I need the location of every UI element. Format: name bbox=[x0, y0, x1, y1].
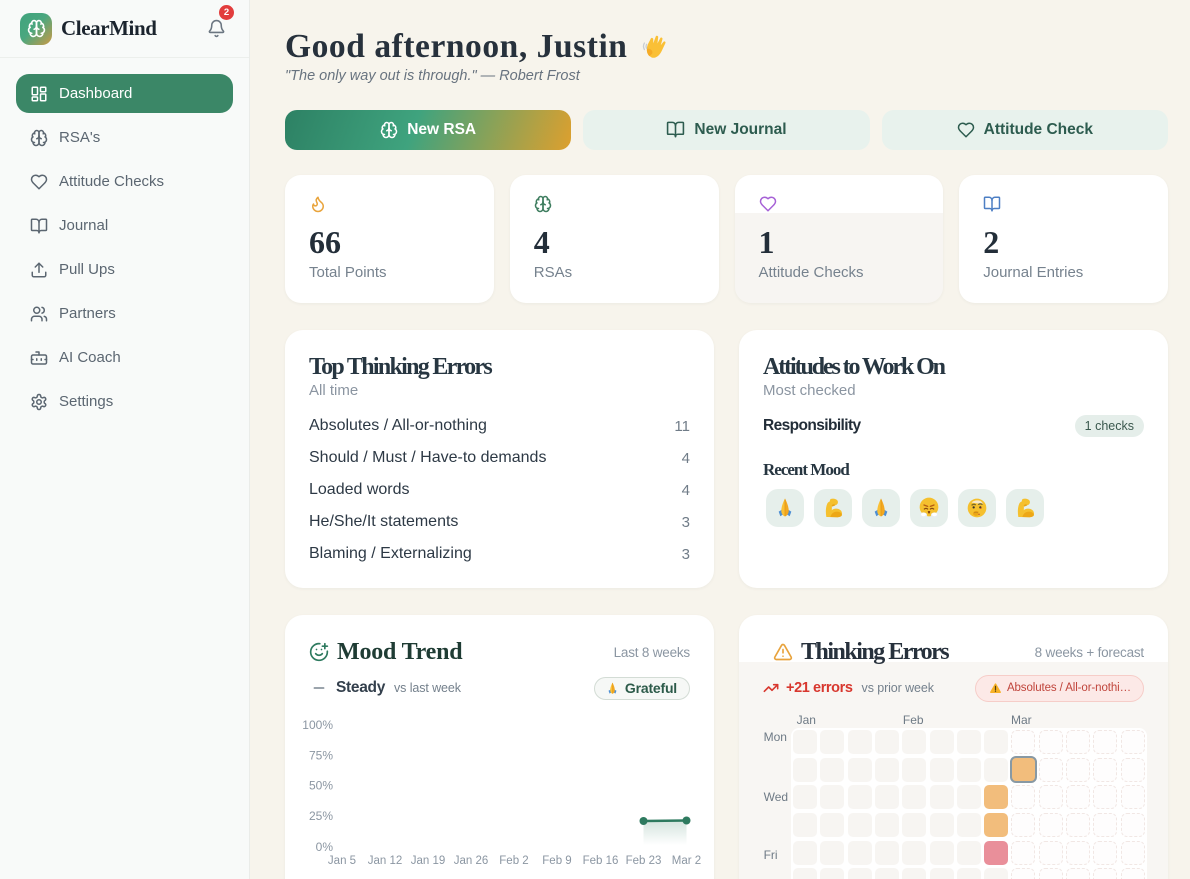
svg-text:25%: 25% bbox=[309, 809, 333, 823]
svg-text:Feb 16: Feb 16 bbox=[583, 855, 619, 867]
svg-text:100%: 100% bbox=[302, 718, 333, 732]
svg-text:Feb 9: Feb 9 bbox=[542, 855, 571, 867]
svg-text:Feb 23: Feb 23 bbox=[626, 855, 662, 867]
svg-text:Mar 2: Mar 2 bbox=[672, 855, 701, 867]
svg-text:Feb 2: Feb 2 bbox=[499, 855, 528, 867]
svg-text:Jan 5: Jan 5 bbox=[328, 855, 356, 867]
svg-text:Jan 12: Jan 12 bbox=[368, 855, 403, 867]
svg-text:75%: 75% bbox=[309, 748, 333, 762]
svg-text:Jan 26: Jan 26 bbox=[454, 855, 489, 867]
svg-text:Jan 19: Jan 19 bbox=[411, 855, 446, 867]
svg-text:0%: 0% bbox=[316, 840, 334, 854]
svg-text:50%: 50% bbox=[309, 778, 333, 792]
